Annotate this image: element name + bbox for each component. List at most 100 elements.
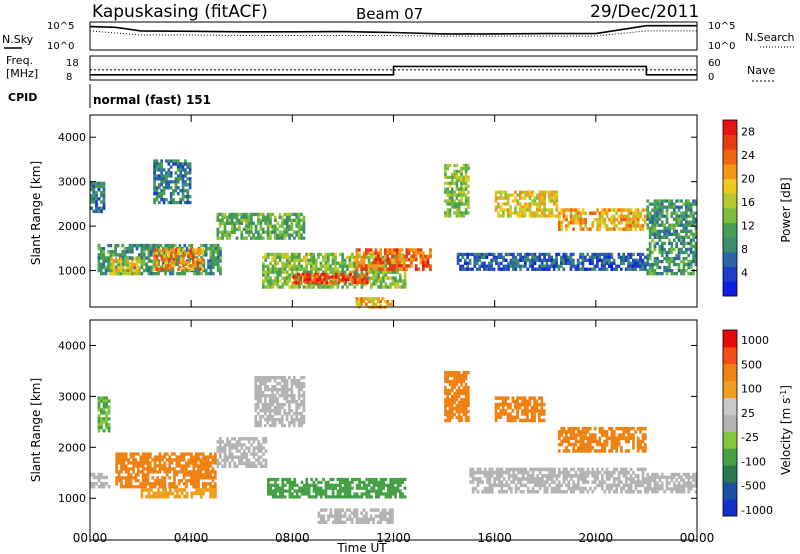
vel-cells-region-11 xyxy=(557,426,647,453)
power-cells-region-7 xyxy=(292,272,369,285)
noise-right-tick-bottom: 10^0 xyxy=(708,41,735,52)
power-colorbar-band-10 xyxy=(723,134,737,150)
velocity-colorbar-band-0 xyxy=(723,499,737,517)
power-colorbar-band-7 xyxy=(723,178,737,194)
x-axis-label: Time UT xyxy=(336,541,387,554)
x-tick-label-5: 20:00 xyxy=(579,531,614,545)
velocity-y-tick-label-1: 2000 xyxy=(58,441,86,454)
power-cells-region-13 xyxy=(557,208,647,231)
power-colorbar-band-1 xyxy=(723,266,737,282)
power-heatmap xyxy=(90,159,698,309)
power-colorbar-band-2 xyxy=(723,252,737,268)
vel-cells-region-5 xyxy=(254,376,306,428)
power-colorbar-band-0 xyxy=(723,281,737,297)
freq-left-tick-top: 18 xyxy=(66,58,79,69)
noise-series-group xyxy=(89,24,697,37)
velocity-y-axis: 1000 2000 3000 4000 xyxy=(58,339,697,505)
power-cells-region-14 xyxy=(646,199,698,276)
velocity-heatmap xyxy=(90,370,698,524)
velocity-panel-frame xyxy=(89,319,698,541)
x-tick-label-0: 00:00 xyxy=(73,531,108,545)
power-colorbar-band-3 xyxy=(723,237,737,253)
freq-label-2: [MHz] xyxy=(6,67,38,80)
power-cells-region-11 xyxy=(456,252,647,271)
power-cells-region-10 xyxy=(444,163,470,218)
power-colorbar-tick-label-0: 4 xyxy=(741,267,748,280)
power-cells-region-4 xyxy=(153,159,192,205)
vel-cells-region-2 xyxy=(115,452,217,489)
velocity-colorbar-frame xyxy=(722,329,738,517)
velocity-colorbar-band-2 xyxy=(723,465,737,483)
velocity-colorbar-band-5 xyxy=(723,414,737,432)
vel-cells-region-3 xyxy=(140,488,217,499)
velocity-colorbar-tick-label-6: -500 xyxy=(741,480,766,493)
vel-cells-region-12 xyxy=(646,472,698,494)
power-colorbar-tick-label-6: 28 xyxy=(741,126,755,139)
power-y-axis: 1000 2000 3000 4000 xyxy=(58,131,697,278)
power-colorbar-band-9 xyxy=(723,149,737,165)
vel-cells-region-7 xyxy=(317,508,394,524)
vel-cells-region-0 xyxy=(90,472,111,489)
noise-series-search xyxy=(89,30,697,37)
vel-cells-region-9 xyxy=(469,467,647,494)
date-title: 29/Dec/2011 xyxy=(590,2,699,22)
velocity-y-tick-label-2: 3000 xyxy=(58,390,86,403)
velocity-colorbar-label: Velocity [m s-1] xyxy=(779,385,793,475)
power-colorbar-frame xyxy=(722,119,738,297)
power-y-tick-label-1: 2000 xyxy=(58,220,86,233)
noise-panel-frame xyxy=(89,21,698,51)
power-y-tick-label-0: 1000 xyxy=(58,265,86,278)
velocity-colorbar-band-1 xyxy=(723,482,737,500)
nave-label: Nave xyxy=(747,64,775,77)
x-tick-label-6: 00:00 xyxy=(680,531,715,545)
x-tick-label-1: 04:00 xyxy=(174,531,209,545)
x-tick-label-3: 12:00 xyxy=(376,531,411,545)
velocity-colorbar-band-7 xyxy=(723,380,737,399)
power-cells-region-3 xyxy=(153,248,205,271)
velocity-colorbar-tick-label-2: 100 xyxy=(741,383,762,396)
velocity-colorbar-tick-label-5: -100 xyxy=(741,455,766,468)
power-colorbar-tick-label-2: 12 xyxy=(741,220,755,233)
velocity-colorbar-band-10 xyxy=(723,330,737,348)
freq-left-tick-bottom: 8 xyxy=(66,72,72,83)
beam-title: Beam 07 xyxy=(356,5,423,23)
power-colorbar-tick-label-4: 20 xyxy=(741,173,755,186)
power-colorbar-band-8 xyxy=(723,164,737,180)
velocity-colorbar-band-9 xyxy=(723,346,737,365)
power-colorbar: 4 8 12 16 20 24 28 xyxy=(722,119,755,297)
velocity-colorbar: 1000 500 100 25 -25 -100 -500 -1000 xyxy=(722,329,773,517)
velocity-colorbar-tick-label-1: 500 xyxy=(741,358,762,371)
velocity-y-tick-label-3: 4000 xyxy=(58,339,86,352)
power-cells-region-12 xyxy=(494,190,559,218)
noise-left-tick-top: 10^5 xyxy=(47,21,74,32)
noise-left-label: N.Sky xyxy=(2,33,34,46)
cpid-program: normal (fast) 151 xyxy=(93,93,211,107)
power-y-tick-label-2: 3000 xyxy=(58,176,86,189)
velocity-colorbar-band-4 xyxy=(723,431,737,449)
power-cells-region-2 xyxy=(110,257,141,276)
power-colorbar-tick-label-1: 8 xyxy=(741,243,748,256)
noise-series-sky xyxy=(89,24,697,35)
power-colorbar-band-6 xyxy=(723,193,737,209)
freq-right-tick-top: 60 xyxy=(708,58,721,69)
vel-cells-region-1 xyxy=(97,396,111,433)
velocity-colorbar-tick-label-0: 1000 xyxy=(741,334,769,347)
power-colorbar-tick-label-5: 24 xyxy=(741,149,755,162)
vel-cells-region-4 xyxy=(216,437,268,468)
velocity-colorbar-band-8 xyxy=(723,363,737,382)
power-colorbar-label: Power [dB] xyxy=(779,177,793,242)
power-colorbar-band-4 xyxy=(723,222,737,238)
velocity-y-tick-label-0: 1000 xyxy=(58,492,86,505)
freq-series-group xyxy=(90,65,697,76)
velocity-colorbar-band-3 xyxy=(723,448,737,466)
noise-left-tick-bottom: 10^0 xyxy=(47,41,74,52)
freq-label-1: Freq. xyxy=(6,54,33,67)
noise-right-tick-top: 10^5 xyxy=(708,21,735,32)
velocity-colorbar-band-6 xyxy=(723,397,737,415)
freq-series-line xyxy=(90,65,697,76)
x-tick-label-2: 08:00 xyxy=(275,531,310,545)
time-axis: 00:00 04:00 08:00 12:00 16:00 20:00 00:00 xyxy=(73,115,715,545)
velocity-ylabel: Slant Range [km] xyxy=(29,378,43,482)
vel-cells-region-6 xyxy=(267,477,407,499)
